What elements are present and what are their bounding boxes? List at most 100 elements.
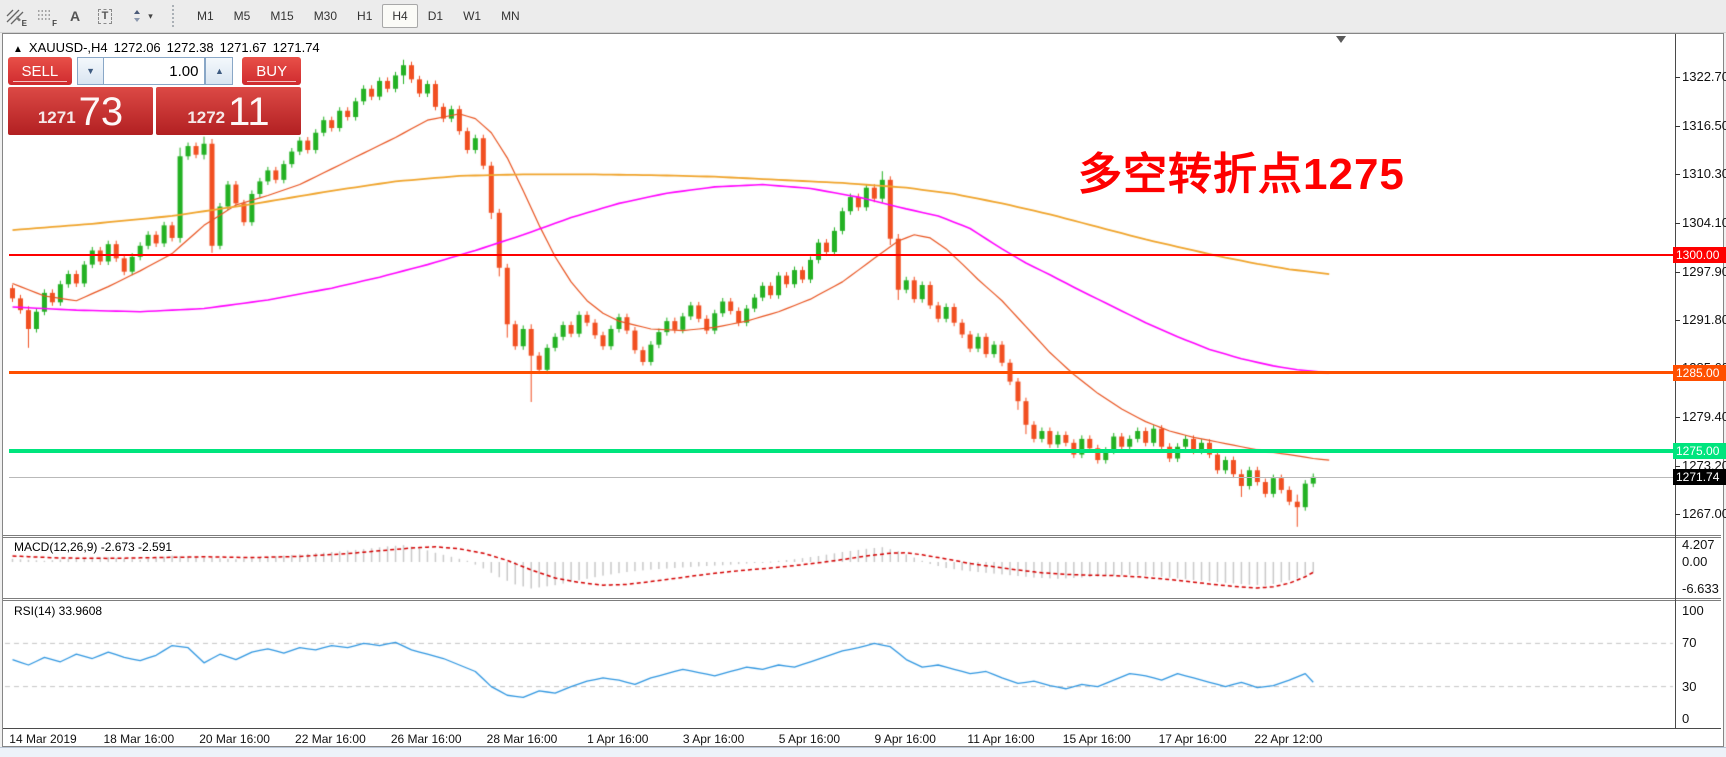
quote-low: 1271.67 [219, 40, 267, 55]
time-axis-label: 18 Mar 16:00 [103, 732, 175, 746]
text-label-tool-button[interactable]: T [91, 3, 119, 29]
buy-price-big: 11 [228, 90, 270, 134]
timeframe-d1[interactable]: D1 [427, 9, 444, 23]
trendline-tools-icon [6, 9, 24, 25]
volume-input[interactable] [103, 57, 206, 85]
timeframe-m1[interactable]: M1 [197, 9, 214, 23]
timeframe-m5[interactable]: M5 [233, 9, 251, 23]
time-axis-label: 20 Mar 16:00 [199, 732, 270, 746]
price-axis-tick-mark [1675, 465, 1680, 467]
price-axis-tick-mark [1675, 174, 1680, 176]
time-axis-label: 5 Apr 16:00 [778, 732, 841, 746]
timeframe-h4[interactable]: H4 [382, 4, 418, 28]
time-axis-label: 22 Apr 12:00 [1254, 732, 1323, 746]
chevron-down-icon: ▼ [86, 66, 96, 76]
macd-axis-label: 0.00 [1682, 554, 1708, 569]
price-level-badge: 1275.00 [1673, 443, 1726, 460]
objects-dropdown-button[interactable]: ▾ [121, 3, 161, 29]
buy-button-label: BUY [256, 62, 288, 80]
pane-separator[interactable] [3, 598, 1721, 599]
quote-high: 1272.38 [166, 40, 214, 55]
buy-price-box[interactable]: 1272 11 [156, 87, 301, 135]
timeframe-m15[interactable]: M15 [270, 9, 294, 23]
timeframe-h1[interactable]: H1 [357, 9, 373, 23]
price-axis-label: 1279.40 [1682, 408, 1726, 424]
price-axis-tick-mark [1675, 416, 1680, 418]
volume-increase-button[interactable]: ▲ [205, 57, 234, 85]
one-click-trading-panel: SELL ▼ ▲ BUY 1271 73 [8, 57, 301, 135]
toolbar: E F A T ▾ M1 M5 M15 M30 H1 H4 D1 W1 MN [0, 0, 1726, 33]
buy-price-main: 1272 [187, 108, 226, 127]
pane-separator[interactable] [3, 537, 1721, 538]
price-axis-label: 1291.80 [1682, 311, 1726, 327]
rsi-axis-label: 100 [1682, 603, 1704, 618]
price-axis-label: 1267.00 [1682, 506, 1726, 522]
buy-button[interactable]: BUY [242, 57, 301, 85]
price-axis-label: 1310.30 [1682, 166, 1726, 182]
fibonacci-grid-button[interactable]: F [31, 3, 59, 29]
macd-indicator-label: MACD(12,26,9) -2.673 -2.591 [14, 540, 173, 554]
timeframe-m30[interactable]: M30 [313, 9, 338, 23]
chart-shift-marker[interactable] [1336, 36, 1346, 43]
horizontal-level-line[interactable] [9, 449, 1675, 454]
text-label-tool-icon: T [97, 8, 113, 24]
chevron-up-icon: ▲ [214, 66, 224, 76]
timeframe-group: M1 M5 M15 M30 H1 H4 D1 W1 MN [187, 4, 530, 28]
trendline-tools-button[interactable]: E [1, 3, 29, 29]
rsi-canvas[interactable] [3, 601, 1721, 728]
pane-separator[interactable] [3, 600, 1721, 601]
price-axis-label: 1322.70 [1682, 69, 1726, 84]
toolbar-grip[interactable] [172, 5, 181, 27]
volume-decrease-button[interactable]: ▼ [76, 57, 104, 85]
price-level-badge: 1300.00 [1673, 247, 1726, 264]
quote-open: 1272.06 [113, 40, 161, 55]
price-axis-tick-mark [1675, 77, 1680, 78]
horizontal-level-line[interactable] [9, 476, 1675, 478]
time-axis-label: 9 Apr 16:00 [874, 732, 936, 746]
timeframe-mn[interactable]: MN [501, 9, 520, 23]
time-axis-label: 14 Mar 2019 [9, 732, 77, 746]
chart-header: ▲ XAUUSD-,H4 1272.06 1272.38 1271.67 1271.74 [13, 40, 326, 55]
buy-underline [247, 81, 296, 82]
price-axis-label: 1316.50 [1682, 117, 1726, 133]
macd-canvas[interactable] [3, 538, 1721, 598]
price-axis-tick-mark [1675, 271, 1680, 273]
price-level-badge: 1285.00 [1673, 364, 1726, 381]
chart-window: ▲ XAUUSD-,H4 1272.06 1272.38 1271.67 1271.74 … [2, 33, 1726, 747]
horizontal-level-line[interactable] [9, 254, 1675, 257]
timeframe-w1[interactable]: W1 [463, 9, 482, 23]
chart-area: ▲ XAUUSD-,H4 1272.06 1272.38 1271.67 1271.74 … [3, 34, 1726, 746]
price-axis-tick-mark [1675, 319, 1680, 321]
rsi-indicator-label: RSI(14) 33.9608 [14, 604, 103, 618]
price-level-badge: 1271.74 [1673, 469, 1726, 486]
tool-sub-label: F [52, 19, 57, 28]
sell-button-label: SELL [21, 62, 59, 80]
time-axis-label: 1 Apr 16:00 [587, 732, 649, 746]
collapse-icon[interactable]: ▲ [13, 44, 23, 55]
rsi-axis-label: 30 [1682, 678, 1697, 694]
chevron-down-icon: ▾ [148, 10, 153, 21]
sell-price-box[interactable]: 1271 73 [8, 87, 153, 135]
price-axis-tick-mark [1675, 514, 1680, 516]
price-axis-tick-mark [1675, 223, 1680, 224]
time-axis-label: 22 Mar 16:00 [295, 732, 366, 746]
sort-arrows-icon [134, 10, 141, 22]
sell-price-main: 1271 [37, 108, 76, 127]
macd-axis-label: -6.633 [1682, 580, 1719, 596]
price-axis-label: 1304.10 [1682, 215, 1726, 230]
rsi-axis-label: 70 [1682, 635, 1697, 651]
fibonacci-grid-icon [38, 10, 52, 20]
price-axis-tick-mark [1675, 125, 1680, 127]
text-tool-button[interactable]: A [61, 3, 89, 29]
symbol-period: XAUUSD-,H4 [28, 40, 108, 55]
macd-axis-label: 4.207 [1682, 537, 1715, 553]
price-axis-label: 1297.90 [1682, 263, 1726, 279]
pane-separator[interactable] [3, 535, 1721, 536]
sell-button[interactable]: SELL [8, 57, 72, 85]
chart-annotation-text[interactable]: 多空转折点1275 [1078, 150, 1405, 199]
price-axis-line [1675, 34, 1676, 728]
horizontal-level-line[interactable] [9, 371, 1675, 375]
horizontal-scrollbar[interactable] [0, 747, 1726, 757]
rsi-axis-label: 0 [1682, 711, 1690, 726]
